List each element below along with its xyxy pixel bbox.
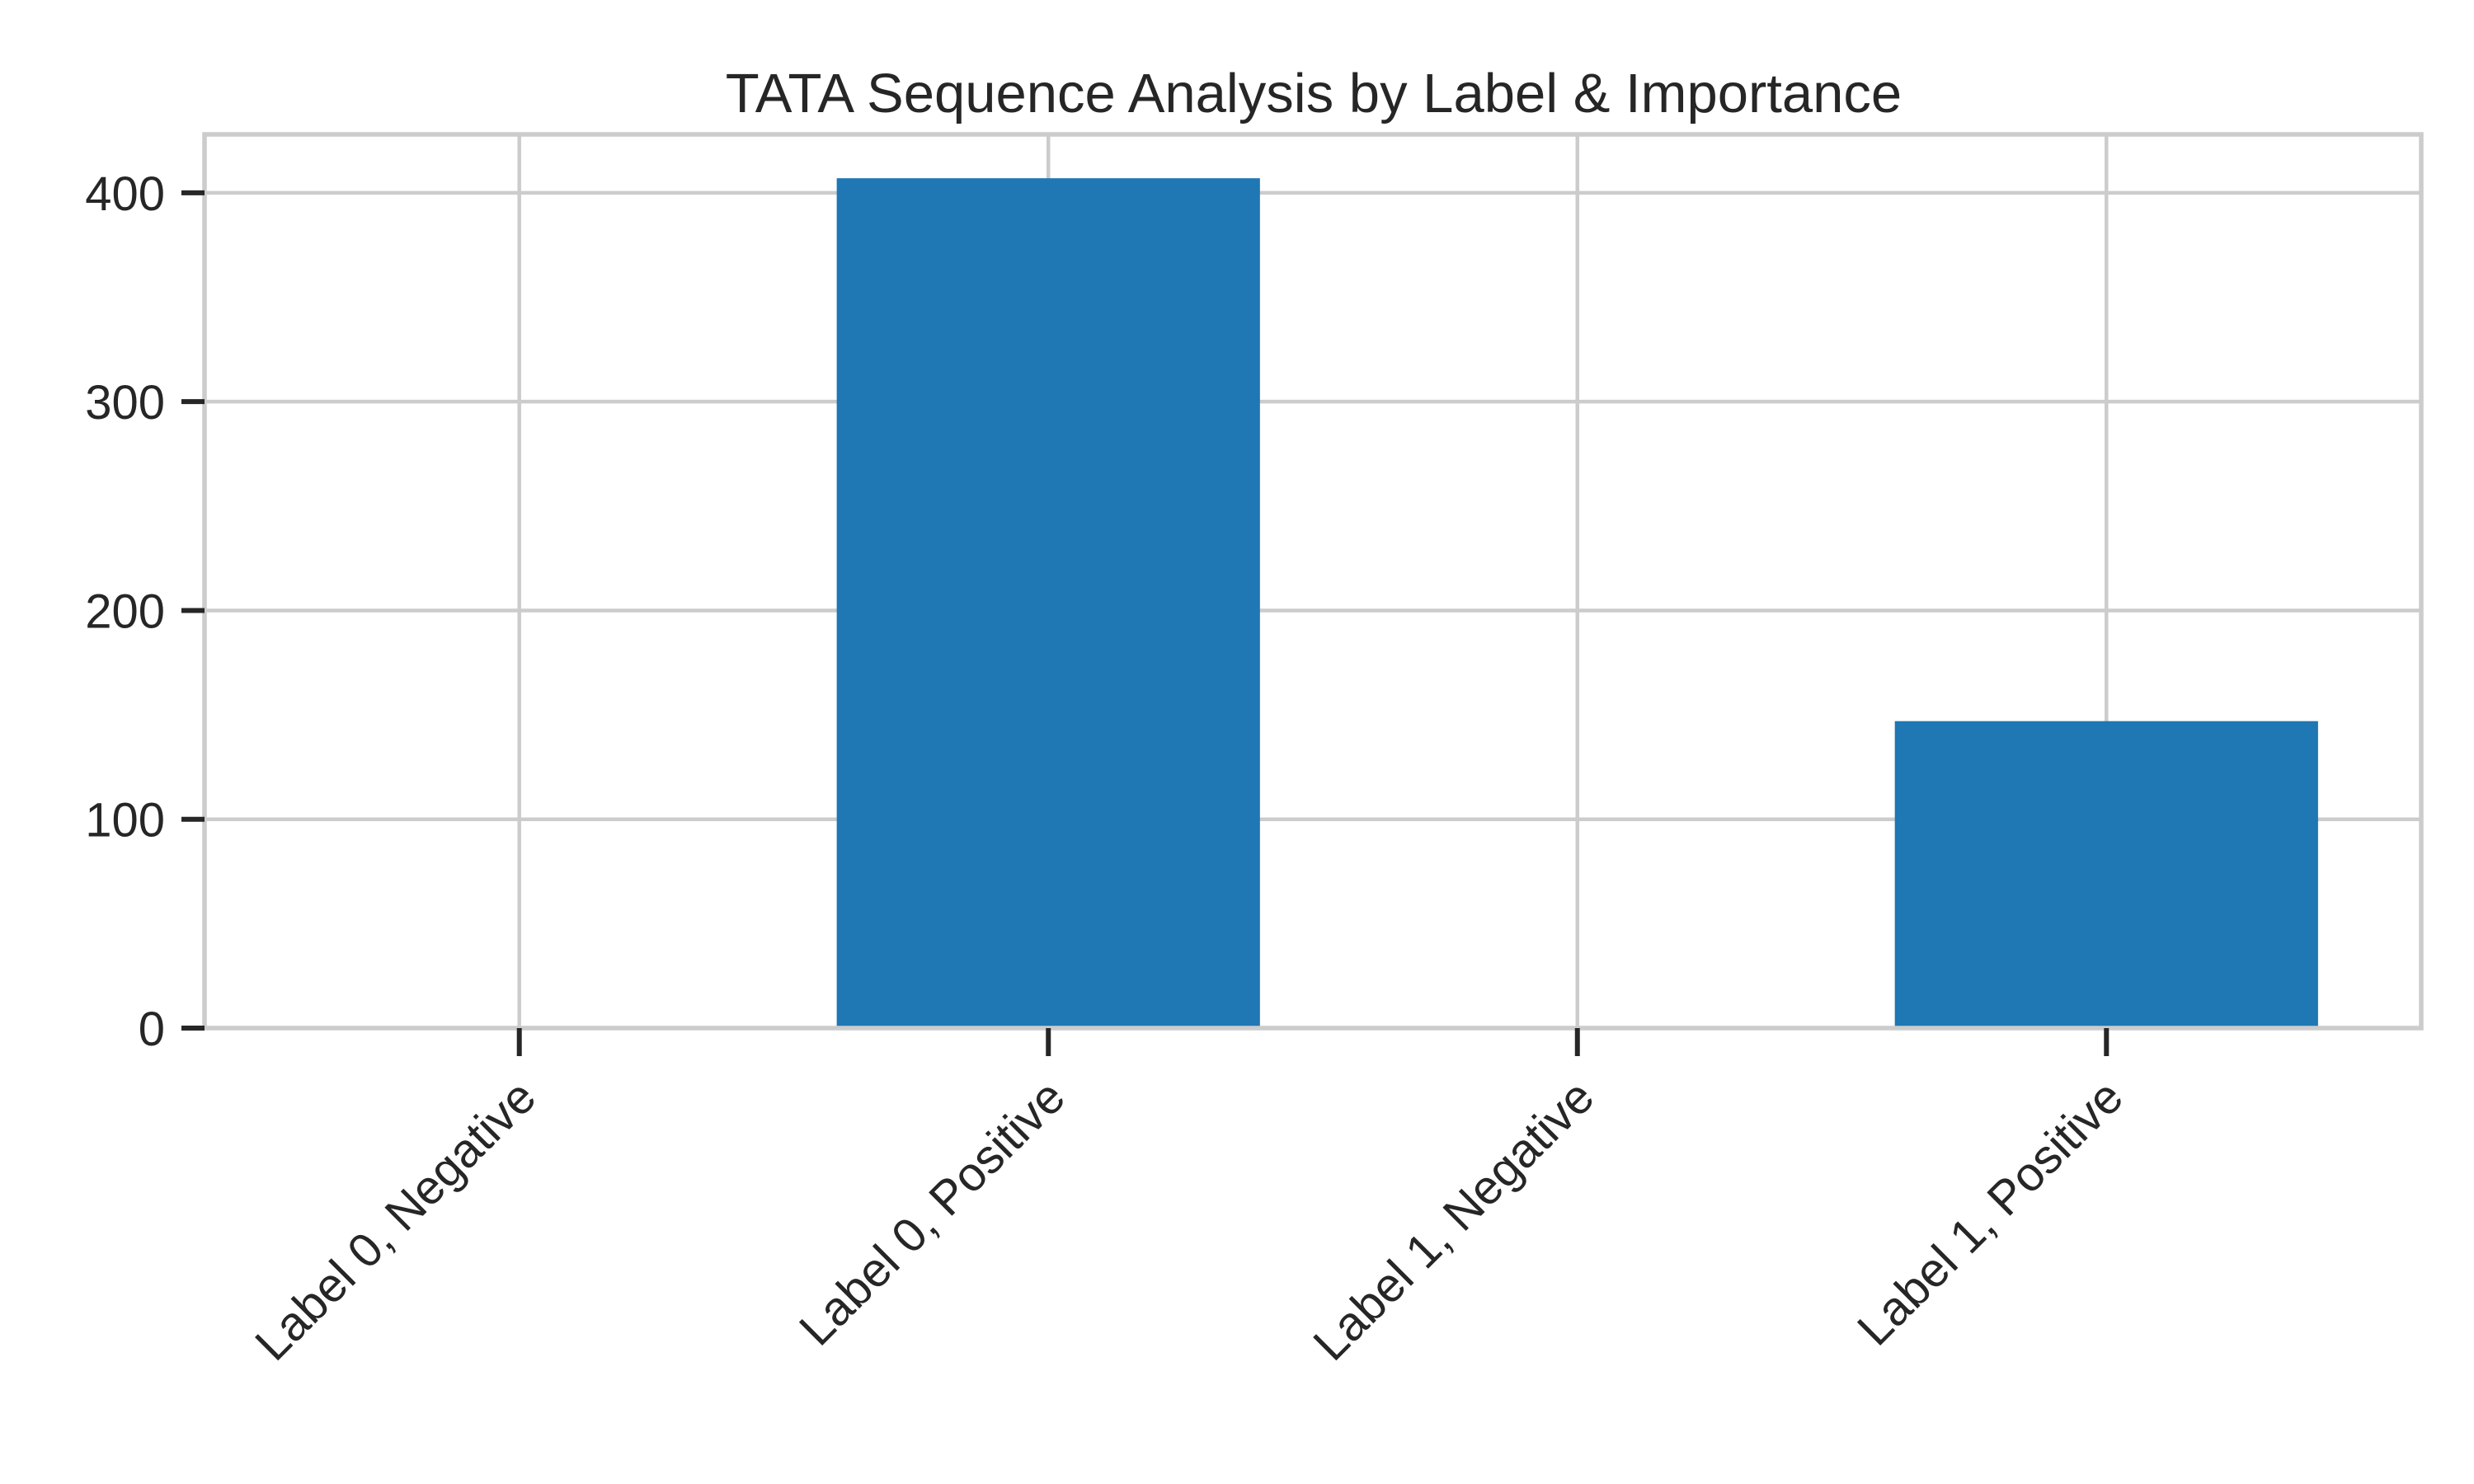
bars	[836, 178, 2318, 1029]
chart-title: TATA Sequence Analysis by Label & Import…	[726, 63, 1902, 124]
x-tick-label: Label 1, Negative	[1303, 1070, 1604, 1371]
x-tick-label: Label 0, Positive	[789, 1070, 1075, 1356]
x-tick-label: Label 1, Positive	[1847, 1070, 2133, 1356]
bar	[1894, 721, 2318, 1028]
y-tick-label: 400	[85, 167, 165, 221]
bar	[836, 178, 1260, 1029]
y-tick-label: 200	[85, 585, 165, 638]
y-tick-label: 100	[85, 794, 165, 848]
y-tick-label: 0	[139, 1003, 165, 1056]
x-tick-label: Label 0, Negative	[245, 1070, 546, 1371]
plot-frame	[202, 132, 2424, 1031]
y-tick-label: 300	[85, 376, 165, 430]
